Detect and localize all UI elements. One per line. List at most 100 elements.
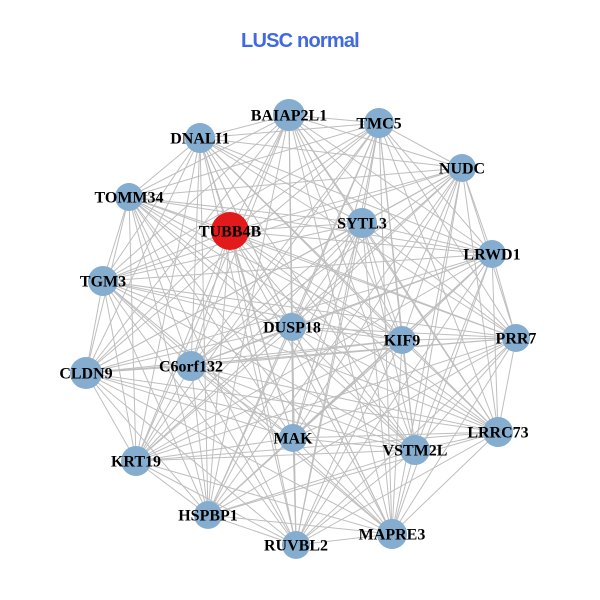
gene-node-HSPBP1: [194, 501, 222, 529]
edge-layer: [85, 114, 517, 546]
node-label-LRRC73: LRRC73: [467, 425, 528, 442]
edge-KIF9-MAK: [292, 339, 403, 439]
node-label-PRR7: PRR7: [496, 331, 537, 348]
edge-HSPBP1-DUSP18: [207, 326, 293, 516]
edge-TGM3-KIF9: [102, 280, 403, 341]
edge-PRR7-KIF9: [401, 337, 517, 341]
edge-TMC5-TUBB4B: [229, 122, 380, 232]
edge-TMC5-KRT19: [135, 122, 380, 462]
edge-TGM3-VSTM2L: [102, 280, 416, 451]
edge-RUVBL2-VSTM2L: [295, 449, 416, 546]
edge-MAPRE3-RUVBL2: [295, 533, 393, 546]
node-layer: [70, 99, 530, 559]
edge-NUDC-KIF9: [401, 167, 463, 341]
edge-DNALI1-LRWD1: [199, 137, 493, 255]
edge-TGM3-C6orf132: [102, 280, 192, 367]
gene-node-C6orf132: [176, 351, 206, 381]
edge-SYTL3-KIF9: [361, 222, 403, 341]
gene-node-VSTM2L: [400, 435, 430, 465]
edge-C6orf132-VSTM2L: [190, 365, 416, 451]
edge-KRT19-VSTM2L: [135, 449, 416, 462]
node-label-TGM3: TGM3: [80, 274, 126, 291]
edge-CLDN9-KIF9: [85, 339, 403, 374]
edge-C6orf132-MAK: [190, 365, 294, 439]
edge-BAIAP2L1-TUBB4B: [229, 114, 290, 232]
edge-NUDC-DUSP18: [291, 167, 463, 328]
edge-CLDN9-DUSP18: [85, 326, 293, 374]
edge-KRT19-MAK: [135, 437, 294, 462]
gene-node-MAPRE3: [377, 519, 407, 549]
gene-node-CLDN9: [70, 357, 102, 389]
edge-NUDC-HSPBP1: [207, 167, 463, 516]
edge-KRT19-TOMM34: [128, 196, 137, 462]
gene-node-DNALI1: [185, 123, 215, 153]
gene-node-KRT19: [121, 446, 151, 476]
edge-LRRC73-MAPRE3: [391, 431, 499, 535]
plot-title: LUSC normal: [241, 30, 359, 52]
edge-PRR7-TGM3: [102, 280, 517, 339]
edge-TMC5-TGM3: [102, 122, 380, 282]
edge-KIF9-VSTM2L: [401, 339, 416, 451]
node-label-BAIAP2L1: BAIAP2L1: [251, 108, 327, 125]
edge-NUDC-TOMM34: [128, 167, 463, 198]
edge-RUVBL2-TUBB4B: [229, 230, 297, 546]
edge-HSPBP1-C6orf132: [190, 365, 209, 516]
edge-CLDN9-VSTM2L: [85, 372, 416, 451]
edge-PRR7-TUBB4B: [229, 230, 517, 339]
edge-DUSP18-KIF9: [291, 326, 403, 341]
edge-HSPBP1-MAK: [207, 437, 294, 516]
edge-MAPRE3-DUSP18: [291, 326, 393, 535]
edge-LRWD1-SYTL3: [361, 222, 493, 255]
edge-DUSP18-MAK: [291, 326, 294, 439]
gene-node-MAK: [279, 424, 307, 452]
edge-LRWD1-RUVBL2: [295, 253, 493, 546]
edge-LRRC73-KRT19: [135, 431, 499, 462]
edge-PRR7-MAK: [292, 337, 517, 439]
edge-LRRC73-HSPBP1: [207, 431, 499, 516]
edge-PRR7-HSPBP1: [207, 337, 517, 516]
edge-KRT19-C6orf132: [135, 365, 192, 462]
edge-KRT19-TUBB4B: [135, 230, 231, 462]
edge-LRRC73-MAK: [292, 431, 499, 439]
edge-LRWD1-LRRC73: [491, 253, 499, 433]
edge-PRR7-SYTL3: [361, 222, 517, 339]
node-label-C6orf132: C6orf132: [159, 359, 223, 376]
gene-node-TGM3: [88, 266, 118, 296]
edge-RUVBL2-HSPBP1: [207, 514, 297, 546]
edge-BAIAP2L1-VSTM2L: [288, 114, 416, 451]
node-label-RUVBL2: RUVBL2: [264, 538, 328, 555]
node-label-DNALI1: DNALI1: [170, 131, 230, 148]
edge-TGM3-SYTL3: [102, 222, 363, 282]
edge-TMC5-LRWD1: [378, 122, 493, 255]
node-label-TUBB4B: TUBB4B: [199, 224, 262, 241]
edge-PRR7-TOMM34: [128, 196, 517, 339]
edge-DNALI1-NUDC: [199, 137, 463, 169]
edge-TMC5-SYTL3: [361, 122, 380, 224]
edge-MAPRE3-CLDN9: [85, 372, 393, 535]
edge-TOMM34-SYTL3: [128, 196, 363, 224]
edge-LRWD1-C6orf132: [190, 253, 493, 367]
edge-DNALI1-CLDN9: [85, 137, 201, 374]
edge-KRT19-KIF9: [135, 339, 403, 462]
edge-HSPBP1-SYTL3: [207, 222, 363, 516]
node-label-LRWD1: LRWD1: [463, 247, 520, 264]
edge-TOMM34-C6orf132: [128, 196, 192, 367]
edge-RUVBL2-C6orf132: [190, 365, 297, 546]
edge-NUDC-LRRC73: [461, 167, 499, 433]
gene-node-SYTL3: [347, 208, 377, 238]
edge-CLDN9-MAK: [85, 372, 294, 439]
edge-BAIAP2L1-PRR7: [288, 114, 517, 339]
gene-node-TMC5: [364, 108, 394, 138]
edge-DNALI1-HSPBP1: [199, 137, 209, 516]
edge-HSPBP1-VSTM2L: [207, 449, 416, 516]
node-label-MAPRE3: MAPRE3: [359, 527, 426, 544]
edge-LRRC73-TUBB4B: [229, 230, 499, 433]
edge-KRT19-CLDN9: [85, 372, 137, 462]
node-label-MAK: MAK: [273, 431, 313, 448]
edge-BAIAP2L1-TGM3: [102, 114, 290, 282]
gene-node-LRRC73: [483, 417, 513, 447]
edge-TMC5-MAPRE3: [378, 122, 393, 535]
edge-DNALI1-TGM3: [102, 137, 201, 282]
edge-PRR7-LRRC73: [497, 337, 517, 433]
